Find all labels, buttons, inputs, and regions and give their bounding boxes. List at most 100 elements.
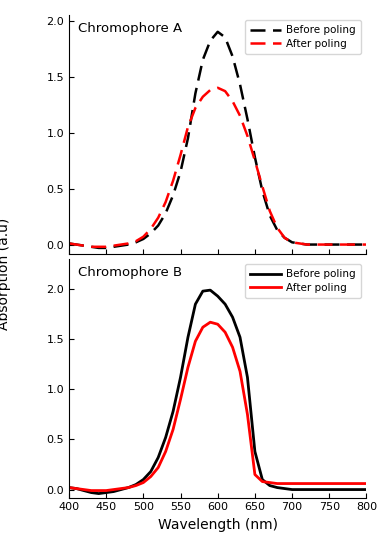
X-axis label: Wavelength (nm): Wavelength (nm) <box>158 518 278 532</box>
Before poling <box>334 241 339 248</box>
Before poling <box>193 301 198 307</box>
After poling <box>327 480 332 487</box>
Before poling <box>282 235 287 241</box>
Before poling <box>267 482 272 489</box>
After poling <box>275 480 279 487</box>
Before poling <box>342 241 347 248</box>
After poling <box>96 243 101 250</box>
Before poling <box>156 222 161 229</box>
Before poling <box>74 241 79 248</box>
Text: Chromophore B: Chromophore B <box>78 266 182 279</box>
Before poling <box>260 476 265 483</box>
Before poling <box>334 486 339 493</box>
Before poling <box>215 293 220 299</box>
Before poling <box>156 454 161 461</box>
Before poling <box>238 334 242 341</box>
After poling <box>193 104 198 111</box>
Line: After poling: After poling <box>69 88 367 247</box>
Before poling <box>312 241 317 248</box>
After poling <box>238 368 242 375</box>
Before poling <box>119 242 123 249</box>
After poling <box>119 485 123 492</box>
After poling <box>215 321 220 328</box>
After poling <box>267 208 272 214</box>
After poling <box>111 242 116 249</box>
Before poling <box>230 314 235 321</box>
Before poling <box>238 81 242 88</box>
Before poling <box>297 240 302 247</box>
After poling <box>312 241 317 248</box>
Before poling <box>163 210 168 217</box>
After poling <box>223 88 227 95</box>
Before poling <box>119 486 123 493</box>
Before poling <box>82 242 86 249</box>
Before poling <box>349 241 354 248</box>
Before poling <box>275 484 279 491</box>
After poling <box>126 240 131 247</box>
After poling <box>104 487 109 494</box>
After poling <box>149 225 153 232</box>
After poling <box>230 98 235 104</box>
Before poling <box>327 241 332 248</box>
After poling <box>119 241 123 248</box>
Legend: Before poling, After poling: Before poling, After poling <box>245 20 361 54</box>
After poling <box>290 480 294 487</box>
After poling <box>141 234 146 240</box>
Before poling <box>141 476 146 483</box>
After poling <box>267 479 272 486</box>
Before poling <box>104 245 109 251</box>
Before poling <box>208 38 212 44</box>
Before poling <box>149 230 153 237</box>
After poling <box>178 396 183 403</box>
Before poling <box>290 239 294 246</box>
After poling <box>193 338 198 345</box>
After poling <box>134 482 138 489</box>
Before poling <box>200 56 205 63</box>
After poling <box>185 124 190 130</box>
After poling <box>342 241 347 248</box>
After poling <box>319 241 324 248</box>
After poling <box>312 480 317 487</box>
After poling <box>297 240 302 247</box>
Before poling <box>305 486 309 493</box>
Before poling <box>67 240 71 247</box>
Before poling <box>230 53 235 60</box>
Before poling <box>215 28 220 35</box>
After poling <box>260 478 265 485</box>
Before poling <box>171 192 176 199</box>
Before poling <box>223 301 227 307</box>
Before poling <box>327 486 332 493</box>
After poling <box>252 158 257 164</box>
Line: Before poling: Before poling <box>69 290 367 493</box>
Before poling <box>96 490 101 497</box>
After poling <box>334 241 339 248</box>
After poling <box>185 364 190 370</box>
After poling <box>238 113 242 119</box>
Before poling <box>111 243 116 250</box>
After poling <box>282 235 287 241</box>
Before poling <box>96 245 101 251</box>
After poling <box>357 480 361 487</box>
After poling <box>89 487 94 494</box>
After poling <box>208 319 212 325</box>
Before poling <box>364 241 369 248</box>
Line: Before poling: Before poling <box>69 32 367 248</box>
After poling <box>245 411 250 418</box>
After poling <box>200 324 205 330</box>
After poling <box>111 486 116 493</box>
Before poling <box>171 408 176 415</box>
After poling <box>74 241 79 248</box>
After poling <box>67 484 71 491</box>
After poling <box>349 480 354 487</box>
Before poling <box>134 239 138 246</box>
Before poling <box>126 241 131 248</box>
After poling <box>200 94 205 100</box>
Before poling <box>185 334 190 341</box>
Text: Chromophore A: Chromophore A <box>78 22 182 35</box>
Before poling <box>305 241 309 248</box>
After poling <box>297 480 302 487</box>
Before poling <box>319 486 324 493</box>
Before poling <box>252 154 257 160</box>
After poling <box>364 241 369 248</box>
Before poling <box>89 489 94 496</box>
